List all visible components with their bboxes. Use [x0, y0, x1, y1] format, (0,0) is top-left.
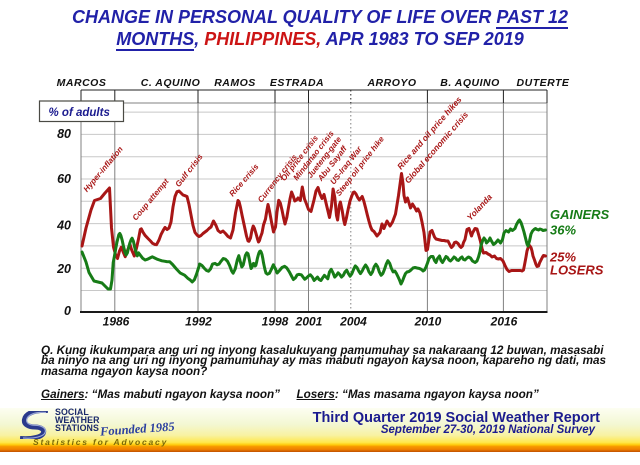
svg-text:1998: 1998: [262, 315, 289, 329]
svg-text:25%: 25%: [549, 250, 576, 265]
svg-text:2001: 2001: [295, 315, 323, 329]
svg-text:2004: 2004: [339, 315, 367, 329]
svg-text:RAMOS: RAMOS: [214, 77, 256, 89]
svg-text:ESTRADA: ESTRADA: [270, 77, 324, 89]
svg-text:LOSERS: LOSERS: [550, 263, 604, 278]
svg-text:80: 80: [57, 127, 71, 141]
svg-text:Rice crisis: Rice crisis: [228, 162, 261, 199]
svg-text:2016: 2016: [490, 315, 518, 329]
svg-text:36%: 36%: [550, 223, 576, 238]
svg-text:60: 60: [57, 172, 71, 186]
svg-text:% of adults: % of adults: [49, 107, 110, 119]
svg-text:C. AQUINO: C. AQUINO: [141, 77, 201, 89]
svg-text:Gulf crisis: Gulf crisis: [173, 152, 205, 189]
svg-text:0: 0: [64, 304, 71, 318]
svg-text:Yolanda: Yolanda: [465, 192, 495, 223]
svg-text:MARCOS: MARCOS: [57, 77, 107, 89]
svg-text:GAINERS: GAINERS: [550, 207, 610, 222]
svg-text:2010: 2010: [414, 315, 442, 329]
svg-text:1992: 1992: [185, 315, 212, 329]
svg-text:ARROYO: ARROYO: [366, 77, 416, 89]
svg-text:40: 40: [56, 219, 71, 233]
svg-text:Hyper-inflation: Hyper-inflation: [82, 145, 125, 194]
svg-text:1986: 1986: [103, 315, 130, 329]
svg-text:20: 20: [56, 262, 71, 276]
svg-text:DUTERTE: DUTERTE: [517, 77, 570, 89]
svg-text:Coup attempt: Coup attempt: [131, 177, 171, 223]
svg-text:B. AQUINO: B. AQUINO: [440, 77, 500, 89]
